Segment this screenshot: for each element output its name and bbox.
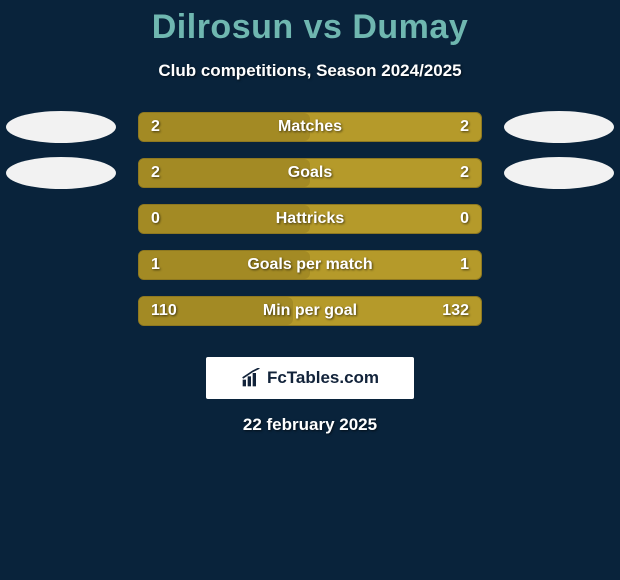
stat-bar: Matches2 2 xyxy=(138,112,482,142)
stat-label: Goals xyxy=(139,164,481,182)
stat-label: Hattricks xyxy=(139,210,481,228)
stat-value-right: 2 xyxy=(460,118,469,136)
stat-value-right: 1 xyxy=(460,256,469,274)
stat-value-right: 132 xyxy=(442,302,469,320)
content: Dilrosun vs Dumay Club competitions, Sea… xyxy=(0,0,620,435)
stat-bar: Goals2 2 xyxy=(138,158,482,188)
brand-badge: FcTables.com xyxy=(206,357,414,399)
page-title: Dilrosun vs Dumay xyxy=(0,0,620,47)
comparison-rows: Matches22Goals22Hattricks00Goals per mat… xyxy=(0,109,620,339)
player-ellipse-left xyxy=(6,157,116,189)
date-label: 22 february 2025 xyxy=(0,415,620,435)
stat-bar: Goals per match1 1 xyxy=(138,250,482,280)
stat-row: Hattricks0 0 xyxy=(0,201,620,247)
stat-label: Matches xyxy=(139,118,481,136)
stat-bar: Min per goal110 132 xyxy=(138,296,482,326)
stat-row: Goals per match1 1 xyxy=(0,247,620,293)
stat-value-left: 2 xyxy=(151,118,160,136)
player-ellipse-right xyxy=(504,111,614,143)
stat-value-right: 2 xyxy=(460,164,469,182)
stat-value-left: 2 xyxy=(151,164,160,182)
stat-label: Goals per match xyxy=(139,256,481,274)
bar-chart-icon xyxy=(241,368,261,388)
stat-bar: Hattricks0 0 xyxy=(138,204,482,234)
subtitle: Club competitions, Season 2024/2025 xyxy=(0,61,620,81)
stat-value-left: 110 xyxy=(151,302,177,320)
stat-value-right: 0 xyxy=(460,210,469,228)
player-ellipse-right xyxy=(504,157,614,189)
stat-value-left: 0 xyxy=(151,210,160,228)
brand-text: FcTables.com xyxy=(267,368,379,388)
stat-row: Min per goal110 132 xyxy=(0,293,620,339)
stat-row: Matches2 2 xyxy=(0,109,620,155)
stat-value-left: 1 xyxy=(151,256,160,274)
player-ellipse-left xyxy=(6,111,116,143)
stat-row: Goals2 2 xyxy=(0,155,620,201)
stat-label: Min per goal xyxy=(139,302,481,320)
